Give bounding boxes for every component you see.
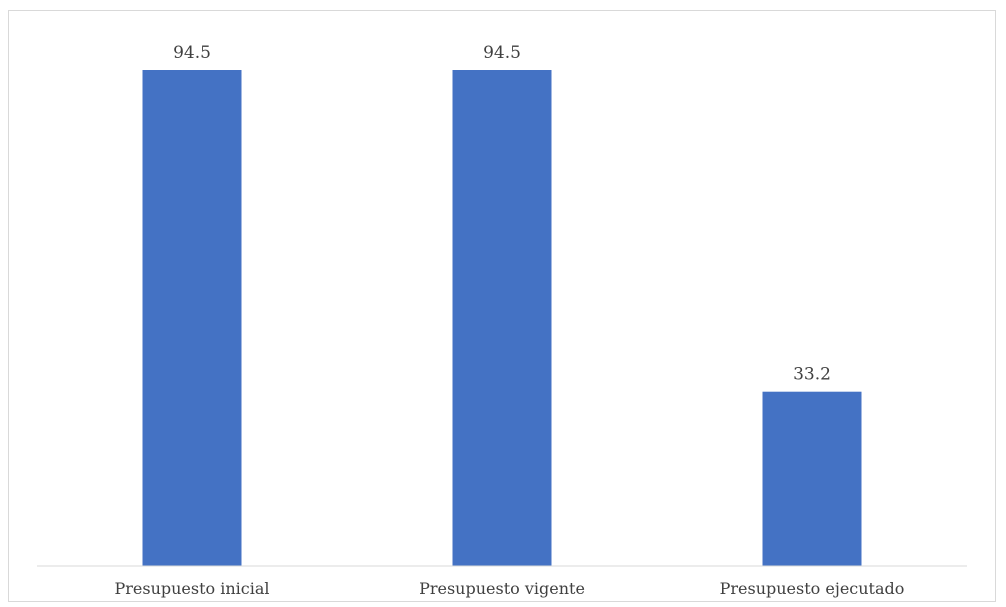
- x-tick-label-1: Presupuesto inicial: [114, 579, 269, 598]
- data-label-1: 94.5: [173, 43, 211, 63]
- bar-3: [762, 391, 862, 566]
- bar-1: [142, 70, 242, 566]
- data-labels-layer: 94.5 94.5 33.2: [173, 43, 831, 385]
- x-tick-label-3: Presupuesto ejecutado: [720, 579, 905, 598]
- data-label-2: 94.5: [483, 43, 521, 63]
- x-tick-label-2: Presupuesto vigente: [419, 579, 585, 598]
- x-tick-labels-layer: Presupuesto inicial Presupuesto vigente Pr…: [114, 579, 904, 598]
- bars-layer: [142, 70, 862, 566]
- data-label-3: 33.2: [793, 365, 831, 385]
- bar-2: [452, 70, 552, 566]
